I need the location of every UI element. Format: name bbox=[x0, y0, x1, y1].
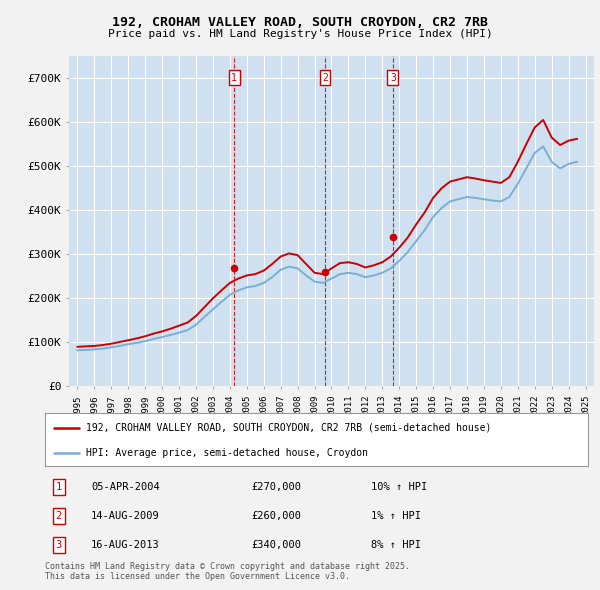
Text: 8% ↑ HPI: 8% ↑ HPI bbox=[371, 540, 421, 550]
Text: Price paid vs. HM Land Registry's House Price Index (HPI): Price paid vs. HM Land Registry's House … bbox=[107, 30, 493, 39]
Text: 3: 3 bbox=[55, 540, 62, 550]
Text: Contains HM Land Registry data © Crown copyright and database right 2025.
This d: Contains HM Land Registry data © Crown c… bbox=[45, 562, 410, 581]
Text: 2: 2 bbox=[55, 511, 62, 521]
Text: £340,000: £340,000 bbox=[251, 540, 301, 550]
Text: 3: 3 bbox=[390, 73, 396, 83]
Text: 14-AUG-2009: 14-AUG-2009 bbox=[91, 511, 160, 521]
Text: 1% ↑ HPI: 1% ↑ HPI bbox=[371, 511, 421, 521]
Text: 16-AUG-2013: 16-AUG-2013 bbox=[91, 540, 160, 550]
Text: 10% ↑ HPI: 10% ↑ HPI bbox=[371, 482, 427, 491]
Text: 2: 2 bbox=[322, 73, 328, 83]
Text: 1: 1 bbox=[55, 482, 62, 491]
Text: 192, CROHAM VALLEY ROAD, SOUTH CROYDON, CR2 7RB: 192, CROHAM VALLEY ROAD, SOUTH CROYDON, … bbox=[112, 16, 488, 29]
Text: £270,000: £270,000 bbox=[251, 482, 301, 491]
Text: 1: 1 bbox=[232, 73, 237, 83]
Text: HPI: Average price, semi-detached house, Croydon: HPI: Average price, semi-detached house,… bbox=[86, 448, 368, 458]
Text: 05-APR-2004: 05-APR-2004 bbox=[91, 482, 160, 491]
Text: 192, CROHAM VALLEY ROAD, SOUTH CROYDON, CR2 7RB (semi-detached house): 192, CROHAM VALLEY ROAD, SOUTH CROYDON, … bbox=[86, 423, 491, 433]
Text: £260,000: £260,000 bbox=[251, 511, 301, 521]
